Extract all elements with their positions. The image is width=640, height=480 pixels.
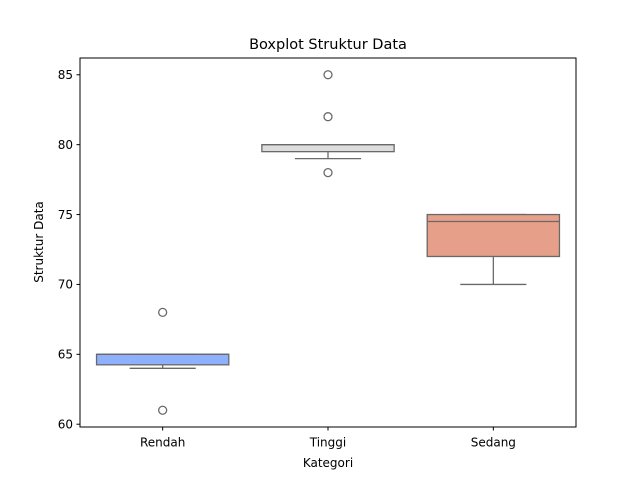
plot-area	[95, 70, 561, 415]
y-axis: 60 65 70 75 80 85	[58, 68, 80, 432]
box-iqr	[426, 213, 561, 258]
outlier-point	[323, 112, 333, 122]
chart-title: Boxplot Struktur Data	[249, 37, 407, 53]
outlier-point	[323, 70, 333, 80]
box-group-sedang	[426, 213, 561, 286]
box-iqr	[95, 353, 230, 366]
y-tick-label: 65	[58, 348, 73, 362]
outlier-point	[323, 167, 333, 178]
box-group-tinggi	[261, 70, 395, 178]
outlier-point	[158, 405, 168, 415]
y-tick-label: 85	[58, 68, 73, 82]
y-tick-label: 80	[58, 138, 73, 152]
x-tick-label-tinggi: Tinggi	[309, 436, 346, 450]
x-tick-label-sedang: Sedang	[471, 436, 516, 450]
x-axis: Rendah Tinggi Sedang	[140, 427, 516, 450]
outlier-point	[158, 307, 168, 318]
box-iqr	[261, 144, 395, 153]
x-tick-label-rendah: Rendah	[140, 436, 185, 450]
y-axis-label: Struktur Data	[32, 201, 46, 283]
y-tick-label: 60	[58, 418, 73, 432]
x-axis-label: Kategori	[303, 456, 353, 470]
box-group-rendah	[95, 307, 230, 415]
y-tick-label: 75	[58, 208, 73, 222]
y-tick-label: 70	[58, 278, 73, 292]
